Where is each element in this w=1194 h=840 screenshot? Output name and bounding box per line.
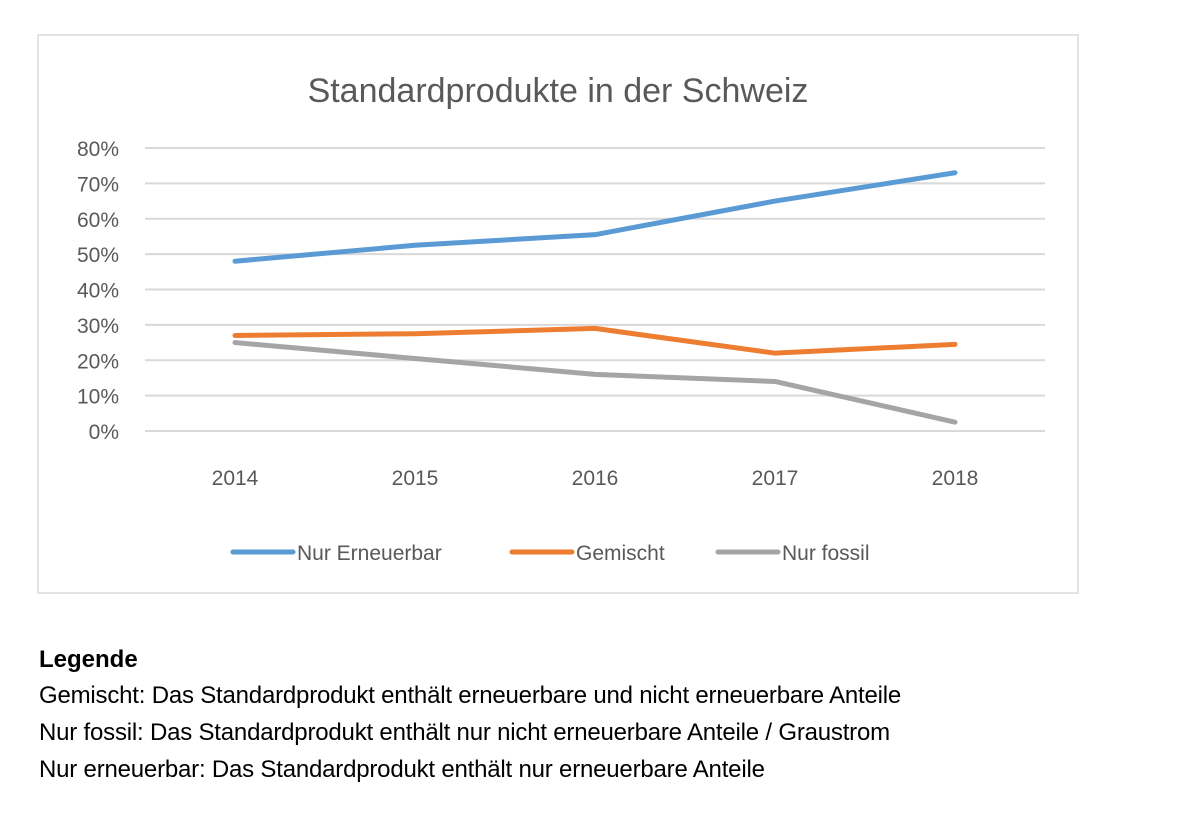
x-tick-label: 2017: [752, 467, 799, 490]
gridlines: [145, 147, 1045, 432]
series-lines: [232, 170, 958, 425]
x-tick-label: 2014: [212, 467, 259, 490]
legend-label: Gemischt: [576, 542, 665, 565]
x-tick-label: 2015: [392, 467, 439, 490]
note-nur-fossil: Nur fossil: Das Standardprodukt enthält …: [39, 719, 890, 746]
legend-label: Nur Erneuerbar: [297, 542, 442, 565]
x-axis-ticks: 2014 2015 2016 2017 2018: [212, 467, 979, 490]
series-line-nur-erneuerbar: [232, 170, 958, 264]
y-tick-label: 70%: [77, 173, 119, 196]
series-line-gemischt: [232, 325, 958, 356]
y-tick-label: 30%: [77, 315, 119, 338]
note-nur-erneuerbar: Nur erneuerbar: Das Standardprodukt enth…: [39, 756, 765, 783]
legend-notes: Legende Gemischt: Das Standardprodukt en…: [39, 645, 1179, 792]
chart-title: Standardprodukte in der Schweiz: [308, 72, 809, 110]
y-tick-label: 50%: [77, 244, 119, 267]
y-tick-label: 40%: [77, 280, 119, 303]
legend-label: Nur fossil: [782, 542, 870, 565]
y-tick-label: 20%: [77, 350, 119, 373]
y-tick-label: 10%: [77, 386, 119, 409]
chart-frame: [37, 34, 1079, 594]
y-axis-ticks: 0% 10% 20% 30% 40% 50% 60% 70% 80%: [77, 138, 119, 444]
y-tick-label: 0%: [89, 421, 119, 444]
y-tick-label: 80%: [77, 138, 119, 161]
y-tick-label: 60%: [77, 209, 119, 232]
series-line-nur-fossil: [232, 340, 958, 425]
line-chart: Standardprodukte in der Schweiz 0% 10% 20%…: [77, 72, 1045, 565]
chart-legend: Nur Erneuerbar Gemischt Nur fossil: [230, 542, 870, 565]
x-tick-label: 2016: [572, 467, 619, 490]
x-tick-label: 2018: [932, 467, 979, 490]
notes-heading: Legende: [39, 646, 138, 673]
note-gemischt: Gemischt: Das Standardprodukt enthält er…: [39, 682, 902, 709]
